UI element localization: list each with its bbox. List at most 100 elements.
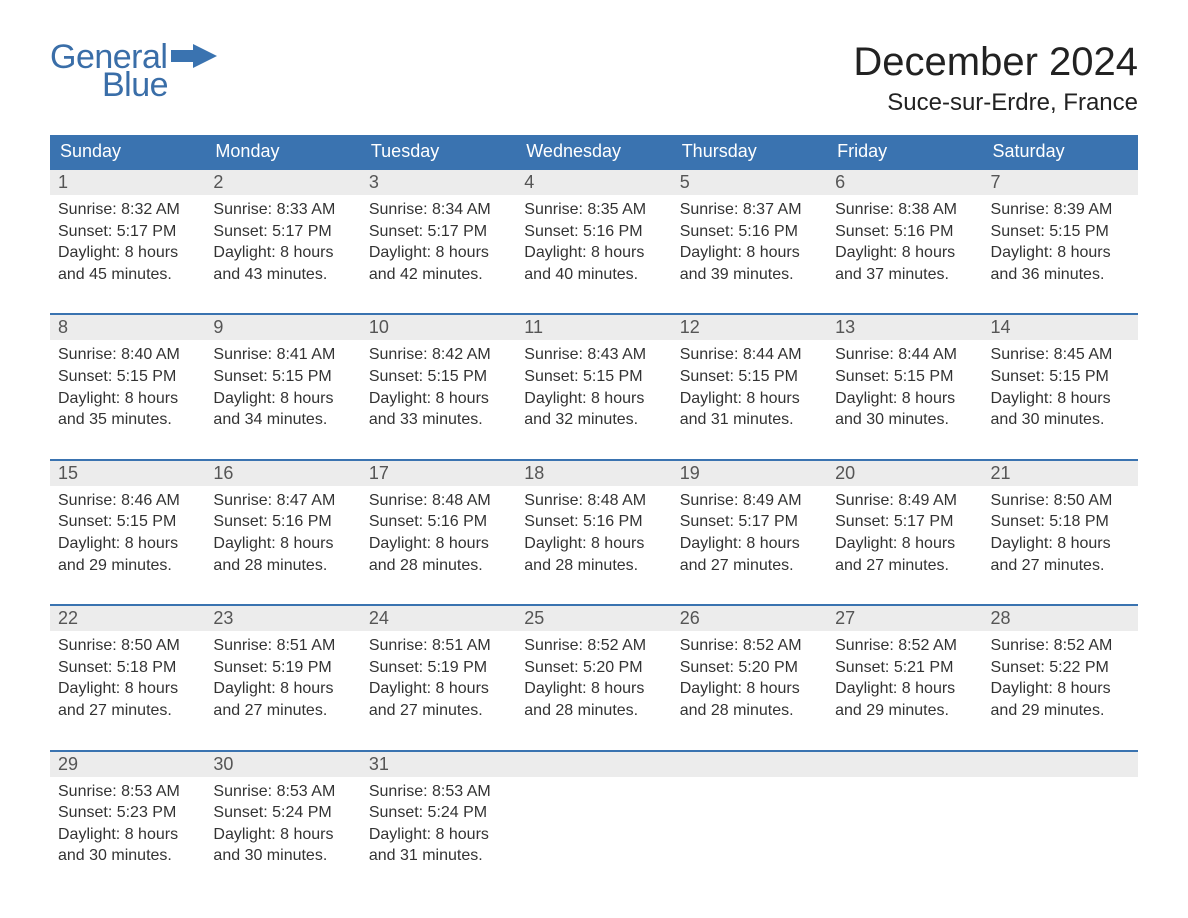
sunset-line: Sunset: 5:17 PM [58,221,197,243]
sunset-line: Sunset: 5:15 PM [213,366,352,388]
sunrise-line: Sunrise: 8:52 AM [680,635,819,657]
daylight-line-2: and 43 minutes. [213,264,352,286]
daylight-line-2: and 31 minutes. [680,409,819,431]
day-number: 23 [205,606,360,631]
day-number-cell: 29 [50,752,205,777]
daylight-line-1: Daylight: 8 hours [369,242,508,264]
day-number: 27 [827,606,982,631]
day-body: Sunrise: 8:44 AMSunset: 5:15 PMDaylight:… [672,340,827,438]
sunrise-line: Sunrise: 8:48 AM [369,490,508,512]
sunset-line: Sunset: 5:20 PM [524,657,663,679]
day-body-cell [516,777,671,875]
day-body-cell: Sunrise: 8:42 AMSunset: 5:15 PMDaylight:… [361,340,516,438]
day-number-cell: 27 [827,606,982,631]
daylight-line-2: and 28 minutes. [524,555,663,577]
daylight-line-2: and 27 minutes. [369,700,508,722]
sunrise-line: Sunrise: 8:49 AM [835,490,974,512]
calendar-week: 891011121314Sunrise: 8:40 AMSunset: 5:15… [50,313,1138,438]
daylight-line-2: and 27 minutes. [213,700,352,722]
day-body [827,777,982,789]
day-body-cell: Sunrise: 8:37 AMSunset: 5:16 PMDaylight:… [672,195,827,293]
sunrise-line: Sunrise: 8:52 AM [991,635,1130,657]
day-body-cell: Sunrise: 8:52 AMSunset: 5:20 PMDaylight:… [672,631,827,729]
sunrise-line: Sunrise: 8:53 AM [369,781,508,803]
day-number: 15 [50,461,205,486]
sunrise-line: Sunrise: 8:53 AM [58,781,197,803]
daylight-line-1: Daylight: 8 hours [991,388,1130,410]
day-number-cell: 11 [516,315,671,340]
day-body-cell: Sunrise: 8:51 AMSunset: 5:19 PMDaylight:… [205,631,360,729]
daylight-line-2: and 36 minutes. [991,264,1130,286]
day-body: Sunrise: 8:46 AMSunset: 5:15 PMDaylight:… [50,486,205,584]
day-body-cell: Sunrise: 8:49 AMSunset: 5:17 PMDaylight:… [827,486,982,584]
daylight-line-1: Daylight: 8 hours [835,678,974,700]
daylight-line-2: and 28 minutes. [680,700,819,722]
sunrise-line: Sunrise: 8:42 AM [369,344,508,366]
day-body: Sunrise: 8:38 AMSunset: 5:16 PMDaylight:… [827,195,982,293]
day-body-cell: Sunrise: 8:47 AMSunset: 5:16 PMDaylight:… [205,486,360,584]
daylight-line-1: Daylight: 8 hours [213,388,352,410]
day-header: Tuesday [361,135,516,168]
day-body-cell: Sunrise: 8:43 AMSunset: 5:15 PMDaylight:… [516,340,671,438]
day-body: Sunrise: 8:48 AMSunset: 5:16 PMDaylight:… [516,486,671,584]
day-body: Sunrise: 8:43 AMSunset: 5:15 PMDaylight:… [516,340,671,438]
day-body-cell: Sunrise: 8:41 AMSunset: 5:15 PMDaylight:… [205,340,360,438]
daybody-row: Sunrise: 8:40 AMSunset: 5:15 PMDaylight:… [50,340,1138,438]
day-header: Thursday [672,135,827,168]
day-body: Sunrise: 8:50 AMSunset: 5:18 PMDaylight:… [983,486,1138,584]
day-body-cell: Sunrise: 8:32 AMSunset: 5:17 PMDaylight:… [50,195,205,293]
day-number-cell: 17 [361,461,516,486]
brand-part2: Blue [102,68,217,102]
day-body: Sunrise: 8:41 AMSunset: 5:15 PMDaylight:… [205,340,360,438]
daylight-line-1: Daylight: 8 hours [680,533,819,555]
sunset-line: Sunset: 5:16 PM [835,221,974,243]
day-body [983,777,1138,789]
day-header: Friday [827,135,982,168]
daylight-line-1: Daylight: 8 hours [58,678,197,700]
day-number: 30 [205,752,360,777]
sunset-line: Sunset: 5:16 PM [524,511,663,533]
daylight-line-1: Daylight: 8 hours [369,678,508,700]
day-number: 20 [827,461,982,486]
sunrise-line: Sunrise: 8:47 AM [213,490,352,512]
sunrise-line: Sunrise: 8:34 AM [369,199,508,221]
day-body: Sunrise: 8:34 AMSunset: 5:17 PMDaylight:… [361,195,516,293]
day-body: Sunrise: 8:35 AMSunset: 5:16 PMDaylight:… [516,195,671,293]
day-body: Sunrise: 8:45 AMSunset: 5:15 PMDaylight:… [983,340,1138,438]
day-number: 5 [672,170,827,195]
daylight-line-2: and 28 minutes. [524,700,663,722]
location-label: Suce-sur-Erdre, France [853,89,1138,117]
sunset-line: Sunset: 5:15 PM [58,366,197,388]
day-body: Sunrise: 8:40 AMSunset: 5:15 PMDaylight:… [50,340,205,438]
day-number: 25 [516,606,671,631]
daylight-line-2: and 30 minutes. [991,409,1130,431]
daylight-line-1: Daylight: 8 hours [835,242,974,264]
sunset-line: Sunset: 5:18 PM [58,657,197,679]
day-number-cell: 18 [516,461,671,486]
day-number: 16 [205,461,360,486]
day-number-cell: 25 [516,606,671,631]
day-number [983,752,1138,756]
daylight-line-2: and 27 minutes. [58,700,197,722]
day-body: Sunrise: 8:52 AMSunset: 5:20 PMDaylight:… [516,631,671,729]
day-body [672,777,827,789]
daylight-line-2: and 39 minutes. [680,264,819,286]
day-body-cell: Sunrise: 8:44 AMSunset: 5:15 PMDaylight:… [827,340,982,438]
day-number: 22 [50,606,205,631]
day-body: Sunrise: 8:51 AMSunset: 5:19 PMDaylight:… [361,631,516,729]
day-number: 2 [205,170,360,195]
sunrise-line: Sunrise: 8:45 AM [991,344,1130,366]
sunset-line: Sunset: 5:15 PM [680,366,819,388]
day-number: 31 [361,752,516,777]
day-body: Sunrise: 8:47 AMSunset: 5:16 PMDaylight:… [205,486,360,584]
daylight-line-2: and 28 minutes. [369,555,508,577]
day-body-cell: Sunrise: 8:50 AMSunset: 5:18 PMDaylight:… [983,486,1138,584]
daylight-line-1: Daylight: 8 hours [213,678,352,700]
daylight-line-1: Daylight: 8 hours [58,533,197,555]
day-number: 11 [516,315,671,340]
day-number-cell: 3 [361,170,516,195]
day-number-cell: 1 [50,170,205,195]
day-number-cell: 21 [983,461,1138,486]
day-number-cell: 2 [205,170,360,195]
daynum-row: 22232425262728 [50,606,1138,631]
